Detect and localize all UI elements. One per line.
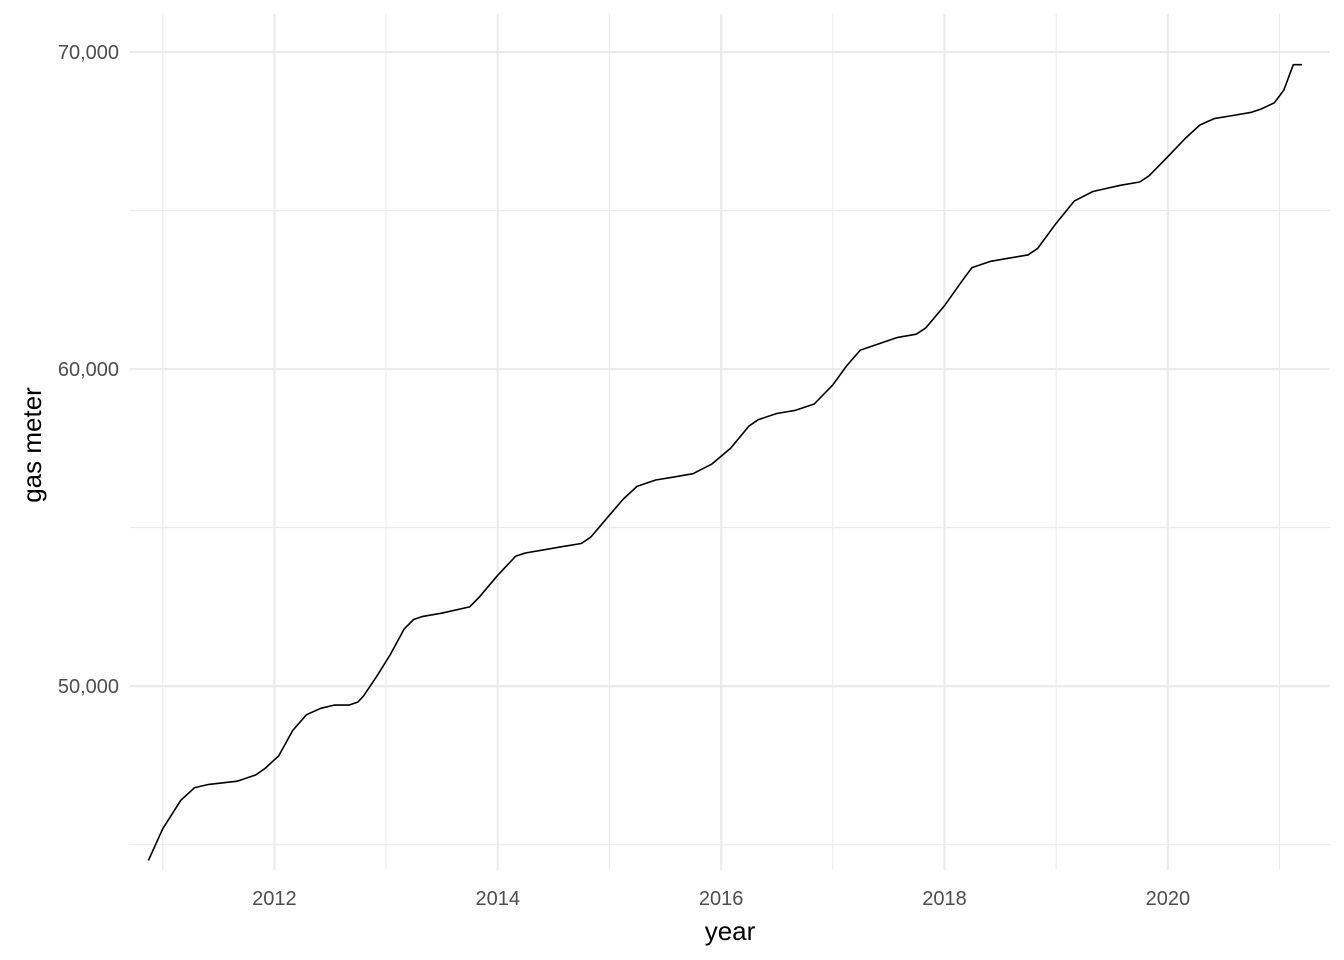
grid	[130, 14, 1330, 870]
series-line	[147, 63, 1302, 861]
x-tick-label: 2014	[476, 888, 521, 910]
x-tick-label: 2016	[699, 888, 744, 910]
x-axis-ticks: 2012 2014 2016 2018 2020	[252, 888, 1190, 910]
x-tick-label: 2018	[922, 888, 967, 910]
y-axis-title: gas meter	[17, 387, 47, 503]
y-tick-label: 50,000	[58, 676, 119, 698]
x-tick-label: 2020	[1146, 888, 1191, 910]
x-axis-title: year	[705, 916, 756, 946]
y-axis-ticks: 50,000 60,000 70,000	[58, 42, 119, 698]
series	[147, 63, 1302, 861]
y-tick-label: 70,000	[58, 42, 119, 64]
x-tick-label: 2012	[252, 888, 297, 910]
y-tick-label: 60,000	[58, 359, 119, 381]
